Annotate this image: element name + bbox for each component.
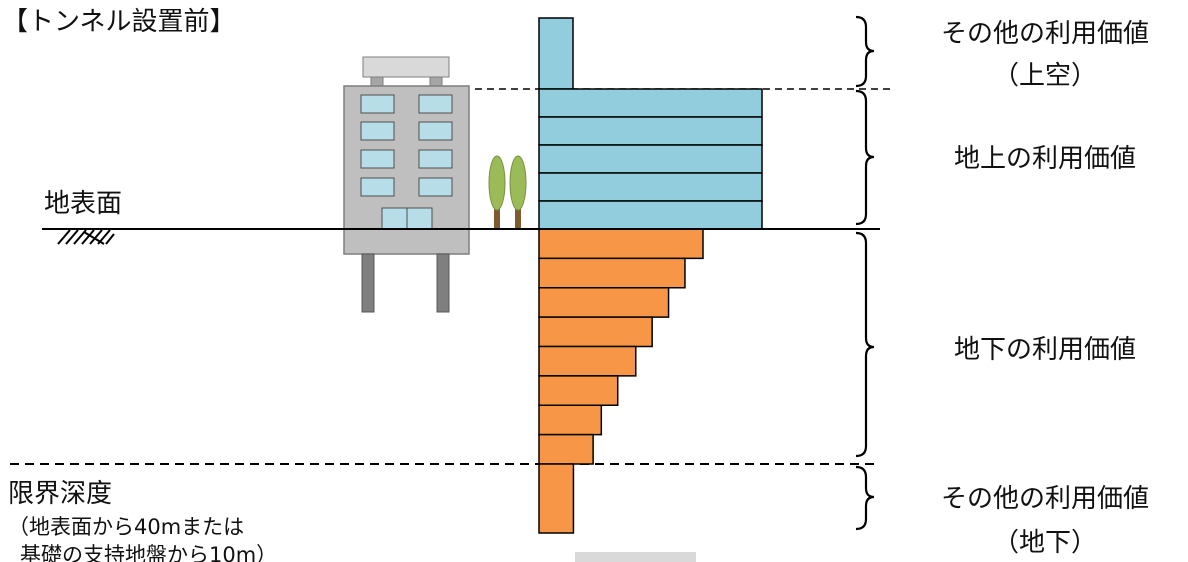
trees <box>488 155 527 229</box>
foundation-pile-left <box>361 253 375 313</box>
rooftop-post-left <box>370 76 384 87</box>
limit-depth-note-line2: 基礎の支持地盤から10m） <box>20 543 277 562</box>
building-windows <box>360 94 453 197</box>
building-window <box>360 121 395 141</box>
tree-trunk-left <box>494 197 500 229</box>
rooftop-post-right <box>429 76 443 87</box>
airspace-value-label-line1: その他の利用価値 <box>941 19 1149 49</box>
diagram-title: 【トンネル設置前】 <box>2 7 235 37</box>
airspace-value-label-line2: （上空） <box>993 61 1097 91</box>
building-window <box>360 177 395 197</box>
deep-value-bar <box>538 463 575 534</box>
underground-value-bar <box>538 257 686 289</box>
building-window <box>418 94 453 114</box>
above-ground-value-bar <box>538 200 763 230</box>
above-ground-value-bar <box>538 144 763 174</box>
brace-airspace <box>855 15 875 88</box>
brace-deep <box>855 465 875 531</box>
underground-value-bar <box>538 345 637 377</box>
brace-underground <box>855 231 875 458</box>
deep-value-label-line1: その他の利用価値 <box>941 484 1149 514</box>
deep-value-label-line2: （地下） <box>993 528 1097 558</box>
underground-value-label: 地下の利用価値 <box>954 335 1136 365</box>
building-window <box>360 149 395 169</box>
above-ground-value-bar <box>538 88 763 118</box>
value-profile <box>538 17 763 534</box>
underground-value-bar <box>538 287 670 318</box>
underground-value-bar <box>538 404 603 436</box>
above-ground-value-bar <box>538 116 763 146</box>
entrance-door-right <box>406 207 433 230</box>
rooftop-sign <box>362 56 450 78</box>
limit-depth-note-line1: （地表面から40mまたは <box>8 515 244 539</box>
tree-trunk-right <box>515 197 521 229</box>
building-window <box>360 94 395 114</box>
foundation-pile-right <box>436 253 450 313</box>
tree-left <box>488 155 506 211</box>
underground-value-bar <box>538 375 619 406</box>
above-ground-value-label: 地上の利用価値 <box>954 144 1136 174</box>
brace-above-ground <box>855 89 875 226</box>
building-window <box>418 177 453 197</box>
airspace-value-bar <box>538 17 574 90</box>
building-window <box>418 121 453 141</box>
ground-surface-label: 地表面 <box>44 189 122 219</box>
ground-hatch-symbol <box>57 229 115 245</box>
underground-value-bar <box>538 433 594 465</box>
building <box>343 56 470 313</box>
underground-value-bar <box>538 316 653 348</box>
gray-strip <box>575 552 696 562</box>
above-ground-value-bar <box>538 172 763 202</box>
braces <box>855 15 875 531</box>
entrance-door-left <box>381 207 408 230</box>
tree-right <box>509 155 527 211</box>
building-window <box>418 149 453 169</box>
limit-depth-label: 限界深度 <box>8 479 112 509</box>
underground-value-bar <box>538 228 704 260</box>
